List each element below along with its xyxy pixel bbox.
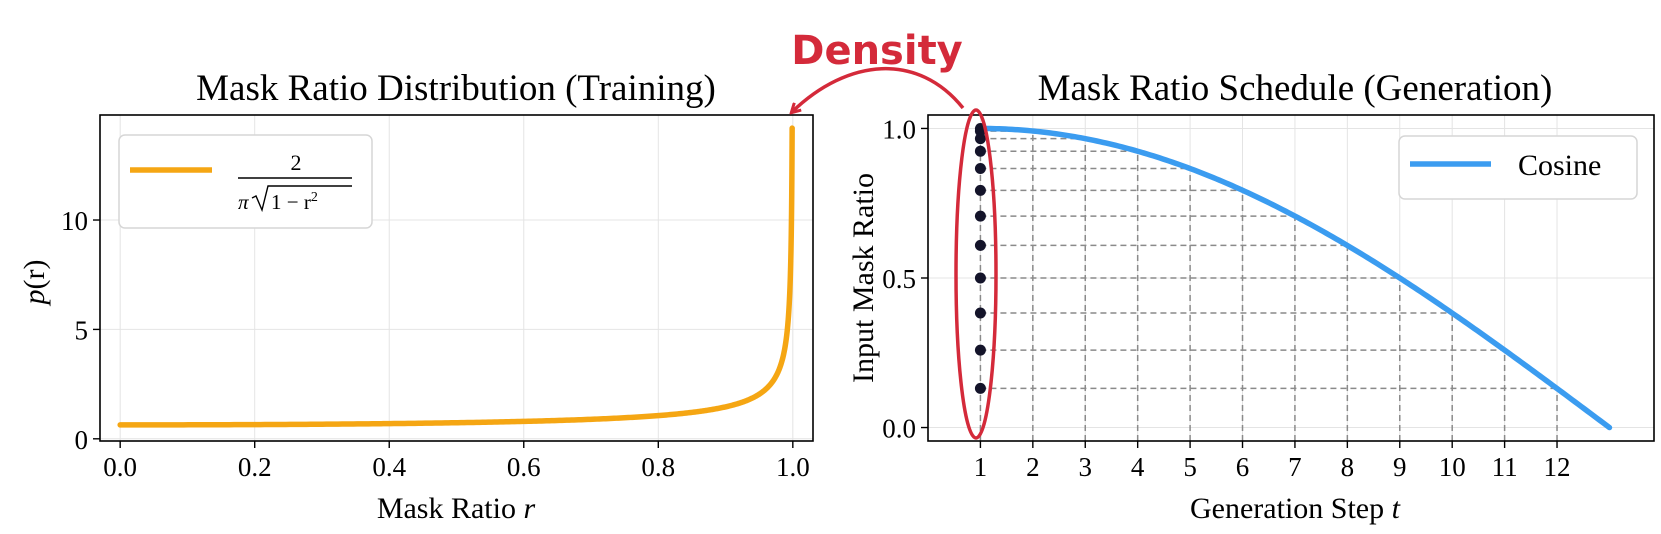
- left-legend-box: [118, 134, 373, 229]
- right-y-tick-label: 0.5: [882, 264, 916, 294]
- legend-numerator: 2: [291, 150, 302, 175]
- right-step-dot: [974, 210, 986, 222]
- left-x-tick-label: 0.2: [238, 452, 272, 482]
- left-chart-title: Mask Ratio Distribution (Training): [196, 68, 716, 109]
- left-series-line: [117, 125, 795, 428]
- right-step-dots: [974, 122, 986, 394]
- right-x-tick-label: 8: [1341, 452, 1355, 482]
- left-y-tick-label: 10: [61, 206, 88, 236]
- right-chart-title: Mask Ratio Schedule (Generation): [1038, 68, 1553, 109]
- right-x-tick-label: 10: [1439, 452, 1466, 482]
- right-x-axis-label: Generation Step t: [1190, 492, 1401, 525]
- right-y-tick-label: 1.0: [882, 114, 916, 144]
- right-step-dot: [974, 184, 986, 196]
- right-legend-label: Cosine: [1518, 149, 1601, 182]
- right-x-tick-label: 4: [1131, 452, 1145, 482]
- left-x-tick-label: 0.4: [372, 452, 406, 482]
- density-arrow: [792, 66, 965, 112]
- right-x-tick-label: 9: [1393, 452, 1407, 482]
- right-step-dot: [974, 272, 986, 284]
- right-x-tick-label: 1: [974, 452, 988, 482]
- right-step-dot: [974, 344, 986, 356]
- right-step-dot: [974, 307, 986, 319]
- legend-pi: π: [238, 190, 249, 214]
- right-y-axis-label: Input Mask Ratio: [847, 173, 880, 383]
- right-step-dot: [974, 239, 986, 251]
- right-x-tick-label: 12: [1544, 452, 1571, 482]
- left-plot-frame: [99, 114, 814, 442]
- right-x-tick-label: 3: [1079, 452, 1093, 482]
- left-y-ticks: 0 5 10: [61, 206, 100, 455]
- right-y-tick-label: 0.0: [882, 414, 916, 444]
- right-step-dot: [974, 133, 986, 145]
- right-step-dot: [974, 382, 986, 394]
- density-ellipse: [954, 108, 998, 440]
- right-y-ticks: 0.0 0.5 1.0: [882, 114, 928, 444]
- left-y-axis-label: p(r): [18, 260, 51, 307]
- left-y-tick-label: 5: [75, 315, 89, 345]
- left-x-tick-label: 0.8: [641, 452, 675, 482]
- left-chart: Mask Ratio Distribution (Training) 0.0 0.…: [18, 68, 814, 525]
- right-step-dot: [974, 145, 986, 157]
- right-step-dashed-lines: [979, 128, 1558, 441]
- right-x-tick-label: 2: [1026, 452, 1040, 482]
- right-x-tick-label: 7: [1288, 452, 1302, 482]
- legend-radical-sign: [251, 185, 352, 213]
- density-label: Density: [791, 28, 963, 74]
- right-x-tick-label: 5: [1183, 452, 1197, 482]
- legend-radicand: 1 − r2: [271, 190, 318, 214]
- right-series-line: [977, 125, 1613, 431]
- right-x-tick-label: 6: [1236, 452, 1250, 482]
- left-x-axis-label: Mask Ratio r: [377, 492, 536, 525]
- left-y-tick-label: 0: [75, 425, 89, 455]
- left-legend: 2 π 1 − r2: [118, 134, 373, 229]
- density-annotation: Density: [791, 28, 998, 440]
- right-legend: Cosine: [1398, 135, 1638, 200]
- right-legend-box: [1398, 135, 1638, 200]
- left-x-tick-label: 0.0: [103, 452, 137, 482]
- right-x-ticks: 1 2 3 4 5 6 7 8 9 10 11 12: [974, 441, 1571, 482]
- left-x-ticks: 0.0 0.2 0.4 0.6 0.8 1.0: [103, 441, 810, 482]
- left-x-tick-label: 0.6: [507, 452, 541, 482]
- right-x-tick-label: 11: [1492, 452, 1518, 482]
- right-step-dot: [974, 163, 986, 175]
- left-x-tick-label: 1.0: [776, 452, 810, 482]
